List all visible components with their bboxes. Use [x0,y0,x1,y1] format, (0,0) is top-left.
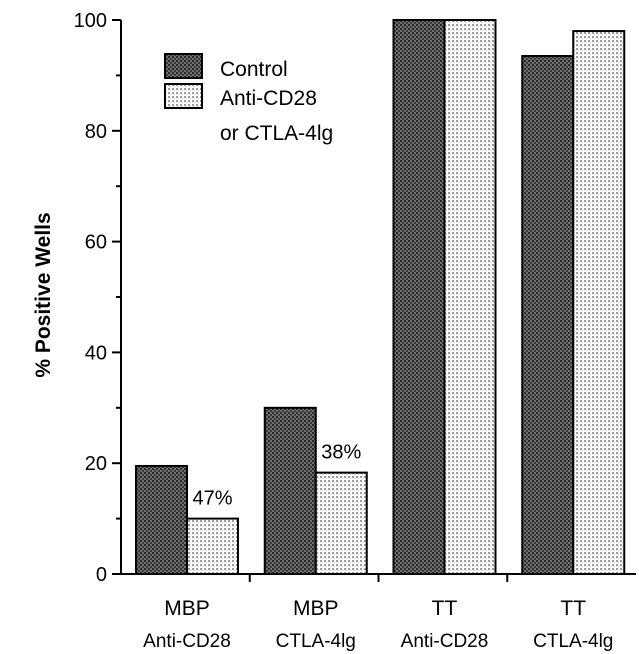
bar-annotation: 47% [192,488,232,510]
y-tick-label: 0 [96,564,107,586]
bar-treatment [314,471,368,576]
category-label-line2: CTLA-4lg [533,631,613,652]
legend-label-treatment-line1: Anti-CD28 [220,87,317,110]
category-label-line2: Anti-CD28 [143,631,231,652]
legend-label-treatment-line2: or CTLA-4lg [220,122,333,145]
y-tick-label: 60 [85,232,107,254]
category-label-line1: TT [560,597,586,620]
x-ticks [248,574,509,582]
y-tick-label: 40 [85,342,107,364]
category-label-line1: MBP [164,597,210,620]
y-axis-label: % Positive Wells [32,212,55,377]
bar-control [135,464,188,575]
legend-label-control: Control [220,58,288,81]
bar-annotation: 38% [321,442,361,464]
bar-control [392,19,446,575]
y-tick-label: 20 [85,453,107,475]
bar-control [521,55,575,575]
legend: Control Anti-CD28 or CTLA-4lg [164,53,333,145]
category-label-line2: CTLA-4lg [276,631,356,652]
category-label-line1: MBP [293,597,339,620]
bar-treatment [186,517,239,575]
bar-control [263,406,317,575]
category-label-line1: TT [432,597,458,620]
y-tick-label: 80 [85,121,107,143]
annotations: 47% 38% [192,442,361,510]
category-label-line2: Anti-CD28 [401,631,489,652]
bar-treatment [443,19,497,575]
legend-swatch-control [164,53,203,79]
bar-treatment [572,30,626,575]
y-ticks: 0 20 40 60 80 100 [74,10,121,586]
bars [135,19,626,576]
legend-swatch-treatment [164,83,203,109]
category-labels: MBP Anti-CD28 MBP CTLA-4lg TT Anti-CD28 TT CTLA… [143,597,613,652]
y-tick-label: 100 [74,10,107,32]
